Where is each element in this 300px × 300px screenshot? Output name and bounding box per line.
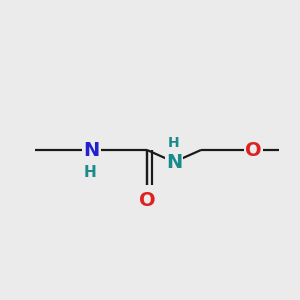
Text: O: O xyxy=(245,140,262,160)
Text: N: N xyxy=(83,140,100,160)
Text: O: O xyxy=(139,191,155,211)
Text: H: H xyxy=(84,165,96,180)
Text: H: H xyxy=(168,136,180,150)
Text: N: N xyxy=(166,152,182,172)
